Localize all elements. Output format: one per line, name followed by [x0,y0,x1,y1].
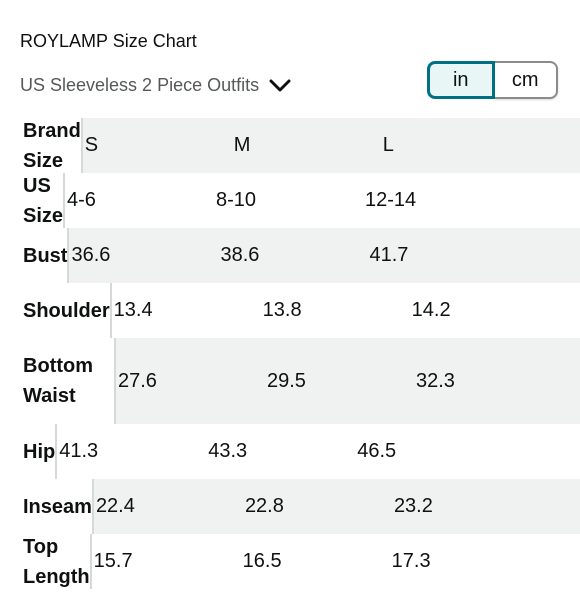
table-cell: 23.2 [393,495,433,517]
table-row: Shoulder 13.4 13.8 14.2 [0,283,580,338]
table-cell: 22.8 [244,495,284,517]
table-cell: 38.6 [220,244,260,266]
table-cell: 14.2 [411,299,451,321]
table-cell: 29.5 [266,369,306,392]
table-cell: 13.8 [262,299,302,321]
table-row: US Size 4-6 8-10 12-14 [0,173,580,228]
product-variant-dropdown[interactable]: US Sleeveless 2 Piece Outfits [20,75,291,96]
table-cell: 43.3 [208,440,248,462]
unit-cm-button[interactable]: cm [494,61,558,99]
table-row: Brand Size S M L [0,118,580,173]
row-header: Shoulder [0,283,112,338]
size-chart-table: Brand Size S M L US Size 4-6 8-10 12-14 … [0,118,580,589]
table-row: Hip 41.3 43.3 46.5 [0,424,580,479]
product-variant-label: US Sleeveless 2 Piece Outfits [20,75,260,95]
row-header: Top Length [0,534,92,589]
table-cell: 12-14 [365,189,417,211]
table-row: Inseam 22.4 22.8 23.2 [0,479,580,534]
table-cell: 17.3 [391,550,431,572]
table-row: Bottom Waist 27.6 29.5 32.3 [0,338,580,424]
table-cell: 16.5 [242,550,282,572]
row-header: Inseam [0,479,94,534]
row-header: Bottom Waist [0,338,116,424]
table-cell: 27.6 [117,369,157,392]
table-cell: 32.3 [415,369,455,392]
table-cell: 8-10 [216,189,257,211]
table-cell: 41.7 [369,244,409,266]
table-cell: 4-6 [67,189,96,211]
unit-in-button[interactable]: in [427,61,495,99]
table-row: Bust 36.6 38.6 41.7 [0,228,580,283]
row-header: Hip [0,424,58,479]
table-cell: L [382,134,394,156]
table-cell: 46.5 [357,440,397,462]
table-cell: 15.7 [93,550,133,572]
row-header: Brand Size [0,118,83,173]
table-cell: 36.6 [71,244,111,266]
chevron-down-icon [269,79,291,93]
page-title: ROYLAMP Size Chart [20,31,197,51]
table-cell: 22.4 [95,495,135,517]
table-cell: 41.3 [59,440,99,462]
row-header: Bust [0,228,70,283]
row-header: US Size [0,173,66,228]
table-row: Top Length 15.7 16.5 17.3 [0,534,580,589]
table-cell: S [84,134,99,156]
table-cell: M [233,134,251,156]
unit-toggle[interactable]: in cm [427,61,558,99]
table-cell: 13.4 [113,299,153,321]
